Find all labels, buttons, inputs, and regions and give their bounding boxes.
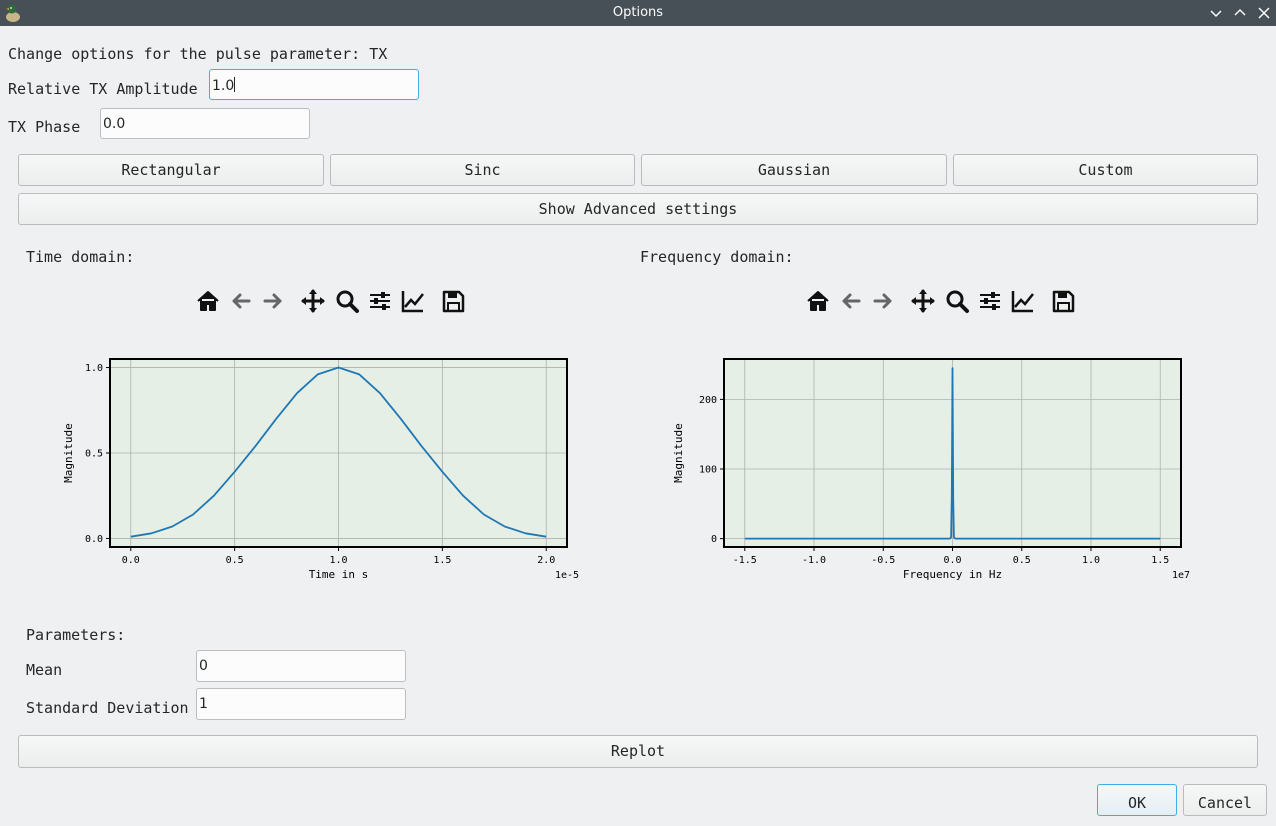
x-tick-label: 0.0 [122, 555, 140, 566]
time-plot-toolbar [194, 287, 474, 317]
cancel-button[interactable]: Cancel [1183, 784, 1267, 816]
frequency-domain-heading: Frequency domain: [640, 248, 794, 266]
series-line [130, 366, 547, 538]
amplitude-value: 1.0 [212, 78, 235, 94]
y-axis-label: Magnitude [62, 423, 75, 483]
x-axis-label: Time in s [309, 568, 369, 581]
standard-deviation-label: Standard Deviation [26, 699, 189, 717]
series-line [744, 367, 1161, 540]
minimize-icon[interactable] [1207, 4, 1225, 22]
y-axis-label: Magnitude [672, 423, 685, 483]
x-tick-label: 0.5 [226, 555, 244, 566]
mean-input[interactable]: 0 [196, 650, 406, 682]
frequency-plot-toolbar [804, 287, 1084, 317]
y-tick-label: 0 [711, 534, 717, 545]
amplitude-input[interactable]: 1.0 [209, 69, 419, 100]
x-tick-label: -0.5 [871, 555, 895, 566]
x-tick-label: -1.5 [733, 555, 757, 566]
phase-label: TX Phase [8, 118, 81, 136]
frequency-domain-chart[interactable]: -1.5 -1.0 -0.5 0.0 0.5 1.0 1.5 0 100 200 Frequency… [650, 340, 1210, 600]
x-axis-offset-text: 1e7 [1172, 570, 1190, 581]
pan-icon[interactable] [299, 287, 327, 315]
text-caret [234, 77, 236, 92]
x-tick-label: 2.0 [537, 555, 555, 566]
ok-button[interactable]: OK [1097, 784, 1177, 816]
mean-label: Mean [26, 661, 63, 679]
x-tick-label: 1.5 [433, 555, 451, 566]
time-domain-chart[interactable]: 0.0 0.5 1.0 1.5 2.0 0.0 0.5 1.0 Time in s 1e-5 Mag… [40, 340, 600, 600]
window-titlebar: Options [0, 0, 1276, 26]
x-tick-label: 1.5 [1151, 555, 1169, 566]
x-tick-label: 0.5 [1013, 555, 1031, 566]
edit-axes-icon[interactable] [399, 287, 427, 315]
maximize-icon[interactable] [1231, 4, 1249, 22]
window-title: Options [612, 5, 664, 20]
plot-frame [723, 358, 1182, 548]
x-tick-label: 1.0 [329, 555, 347, 566]
y-tick-label: 0.0 [85, 534, 103, 545]
gaussian-button[interactable]: Gaussian [641, 154, 947, 186]
app-duck-icon [4, 2, 24, 24]
y-tick-label: 0.5 [85, 449, 103, 460]
sliders-icon[interactable] [366, 287, 394, 315]
pan-icon[interactable] [909, 287, 937, 315]
phase-input[interactable]: 0.0 [100, 108, 310, 139]
y-tick-label: 200 [699, 395, 717, 406]
x-tick-label: -1.0 [802, 555, 826, 566]
home-icon[interactable] [194, 287, 222, 315]
custom-button[interactable]: Custom [953, 154, 1258, 186]
x-axis-label: Frequency in Hz [903, 568, 1002, 581]
amplitude-label: Relative TX Amplitude [8, 80, 198, 98]
x-tick-label: 0.0 [943, 555, 961, 566]
rectangular-button[interactable]: Rectangular [18, 154, 324, 186]
back-arrow-icon[interactable] [227, 287, 255, 315]
x-axis-offset-text: 1e-5 [555, 570, 579, 581]
edit-axes-icon[interactable] [1009, 287, 1037, 315]
forward-arrow-icon[interactable] [259, 287, 287, 315]
save-icon[interactable] [439, 287, 467, 315]
forward-arrow-icon[interactable] [869, 287, 897, 315]
save-icon[interactable] [1049, 287, 1077, 315]
y-tick-label: 100 [699, 465, 717, 476]
sliders-icon[interactable] [976, 287, 1004, 315]
show-advanced-settings-button[interactable]: Show Advanced settings [18, 193, 1258, 225]
home-icon[interactable] [804, 287, 832, 315]
close-icon[interactable] [1255, 4, 1273, 22]
sinc-button[interactable]: Sinc [330, 154, 635, 186]
y-tick-label: 1.0 [85, 363, 103, 374]
back-arrow-icon[interactable] [837, 287, 865, 315]
replot-button[interactable]: Replot [18, 735, 1258, 768]
pulse-parameter-heading: Change options for the pulse parameter: … [8, 45, 388, 63]
standard-deviation-input[interactable]: 1 [196, 688, 406, 720]
plot-frame [109, 358, 568, 548]
x-tick-label: 1.0 [1082, 555, 1100, 566]
parameters-heading: Parameters: [26, 626, 126, 644]
time-domain-heading: Time domain: [26, 248, 135, 266]
zoom-icon[interactable] [333, 287, 361, 315]
zoom-icon[interactable] [943, 287, 971, 315]
